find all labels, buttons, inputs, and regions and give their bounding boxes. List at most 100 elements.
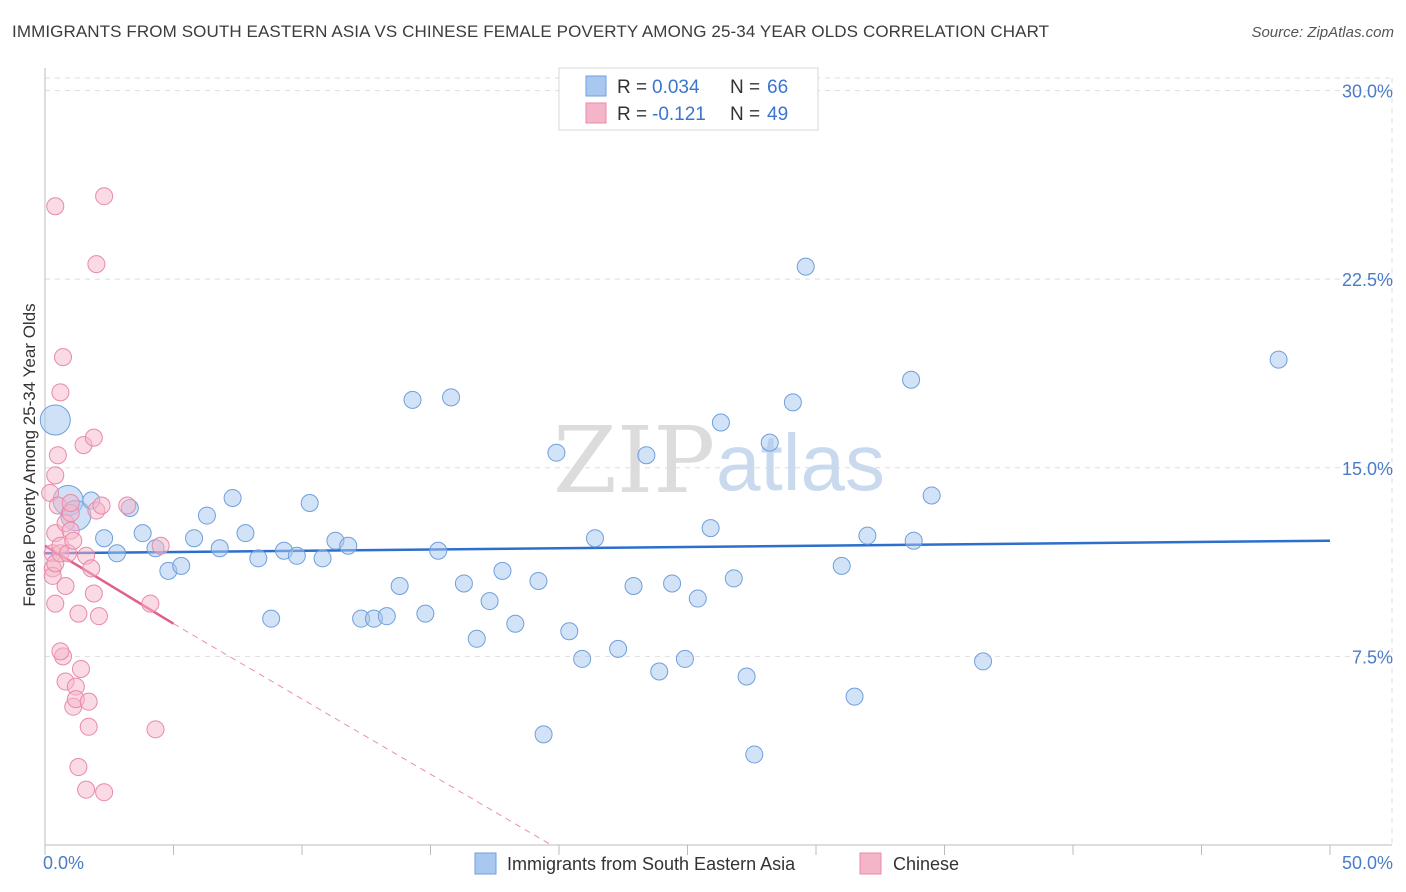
point-blue xyxy=(377,607,396,626)
point-blue xyxy=(783,393,802,412)
trend-lines xyxy=(44,539,1331,846)
point-pink xyxy=(51,642,70,661)
point-blue xyxy=(454,574,473,593)
point-pink xyxy=(46,197,65,216)
point-blue xyxy=(210,539,229,558)
point-blue xyxy=(300,493,319,512)
point-blue xyxy=(107,544,126,563)
point-blue xyxy=(701,519,720,538)
point-blue xyxy=(262,609,281,628)
legend-n-value-2: 49 xyxy=(767,104,788,125)
point-pink xyxy=(64,531,83,550)
point-pink xyxy=(46,594,65,613)
point-pink xyxy=(95,187,114,206)
legend-n-label-2: N = xyxy=(730,104,760,125)
point-blue xyxy=(547,443,566,462)
point-blue xyxy=(249,549,268,568)
legend-n-value-1: 66 xyxy=(767,77,788,98)
series-legend: Immigrants from South Eastern Asia Chine… xyxy=(474,852,959,875)
point-pink xyxy=(77,780,96,799)
point-blue xyxy=(493,561,512,580)
point-blue xyxy=(506,614,525,633)
y-tick-label: 15.0% xyxy=(1342,459,1393,479)
bottom-legend-label-blue: Immigrants from South Eastern Asia xyxy=(507,854,796,874)
point-pink xyxy=(56,576,75,595)
point-blue xyxy=(403,390,422,409)
legend-r-value-2: -0.121 xyxy=(652,104,706,125)
point-blue xyxy=(624,576,643,595)
point-blue xyxy=(760,433,779,452)
x-tick-label-max: 50.0% xyxy=(1342,853,1393,873)
axes xyxy=(44,68,1392,855)
point-blue xyxy=(974,652,993,671)
point-blue xyxy=(724,569,743,588)
point-pink xyxy=(89,607,108,626)
watermark-zip: ZIP xyxy=(553,407,715,514)
point-blue xyxy=(185,529,204,548)
point-blue xyxy=(313,549,332,568)
bottom-legend-swatch-blue xyxy=(474,852,497,875)
point-pink xyxy=(46,466,65,485)
point-blue xyxy=(339,536,358,555)
point-pink xyxy=(79,692,98,711)
grid-lines xyxy=(45,77,1393,845)
point-blue xyxy=(845,687,864,706)
point-pink xyxy=(48,446,67,465)
point-blue xyxy=(737,667,756,686)
point-blue xyxy=(585,529,604,548)
point-pink xyxy=(79,717,98,736)
point-pink xyxy=(84,428,103,447)
point-pink xyxy=(53,348,72,367)
point-blue xyxy=(609,639,628,658)
point-blue xyxy=(287,546,306,565)
series-pink-points xyxy=(41,187,170,802)
point-blue xyxy=(902,370,921,389)
point-blue xyxy=(172,556,191,575)
point-blue xyxy=(637,446,656,465)
point-blue xyxy=(133,524,152,543)
point-pink xyxy=(82,559,101,578)
point-pink xyxy=(92,496,111,515)
point-pink xyxy=(71,659,90,678)
point-blue xyxy=(858,526,877,545)
point-blue xyxy=(467,629,486,648)
point-pink xyxy=(84,584,103,603)
point-blue xyxy=(480,592,499,611)
point-blue xyxy=(39,404,71,436)
point-pink xyxy=(151,536,170,555)
point-pink xyxy=(118,496,137,515)
point-blue xyxy=(922,486,941,505)
point-blue xyxy=(573,649,592,668)
source-label: Source: ZipAtlas.com xyxy=(1251,24,1394,41)
point-blue xyxy=(560,622,579,641)
legend-swatch-pink xyxy=(585,102,607,124)
bottom-legend-label-pink: Chinese xyxy=(893,854,959,874)
chart-title: IMMIGRANTS FROM SOUTH EASTERN ASIA VS CH… xyxy=(12,22,1050,41)
legend-r-label-2: R = xyxy=(617,104,647,125)
point-pink xyxy=(146,720,165,739)
trend-line-pink-extension xyxy=(173,623,552,846)
point-blue xyxy=(197,506,216,525)
point-blue xyxy=(675,649,694,668)
y-tick-label: 22.5% xyxy=(1342,270,1393,290)
point-blue xyxy=(688,589,707,608)
point-pink xyxy=(95,783,114,802)
point-blue xyxy=(796,257,815,276)
bottom-legend-swatch-pink xyxy=(859,852,882,875)
tick-labels: 7.5% 15.0% 22.5% 30.0% 0.0% 50.0% xyxy=(43,82,1393,873)
point-blue xyxy=(429,541,448,560)
point-blue xyxy=(223,488,242,507)
point-blue xyxy=(745,745,764,764)
y-axis-label: Female Poverty Among 25-34 Year Olds xyxy=(20,303,39,606)
point-pink xyxy=(51,383,70,402)
point-pink xyxy=(69,758,88,777)
point-blue xyxy=(529,571,548,590)
watermark-atlas: atlas xyxy=(716,418,885,507)
point-blue xyxy=(416,604,435,623)
y-tick-label: 7.5% xyxy=(1352,647,1393,667)
point-blue xyxy=(390,576,409,595)
legend-r-value-1: 0.034 xyxy=(652,77,700,98)
point-pink xyxy=(141,594,160,613)
point-pink xyxy=(87,255,106,274)
point-blue xyxy=(534,725,553,744)
